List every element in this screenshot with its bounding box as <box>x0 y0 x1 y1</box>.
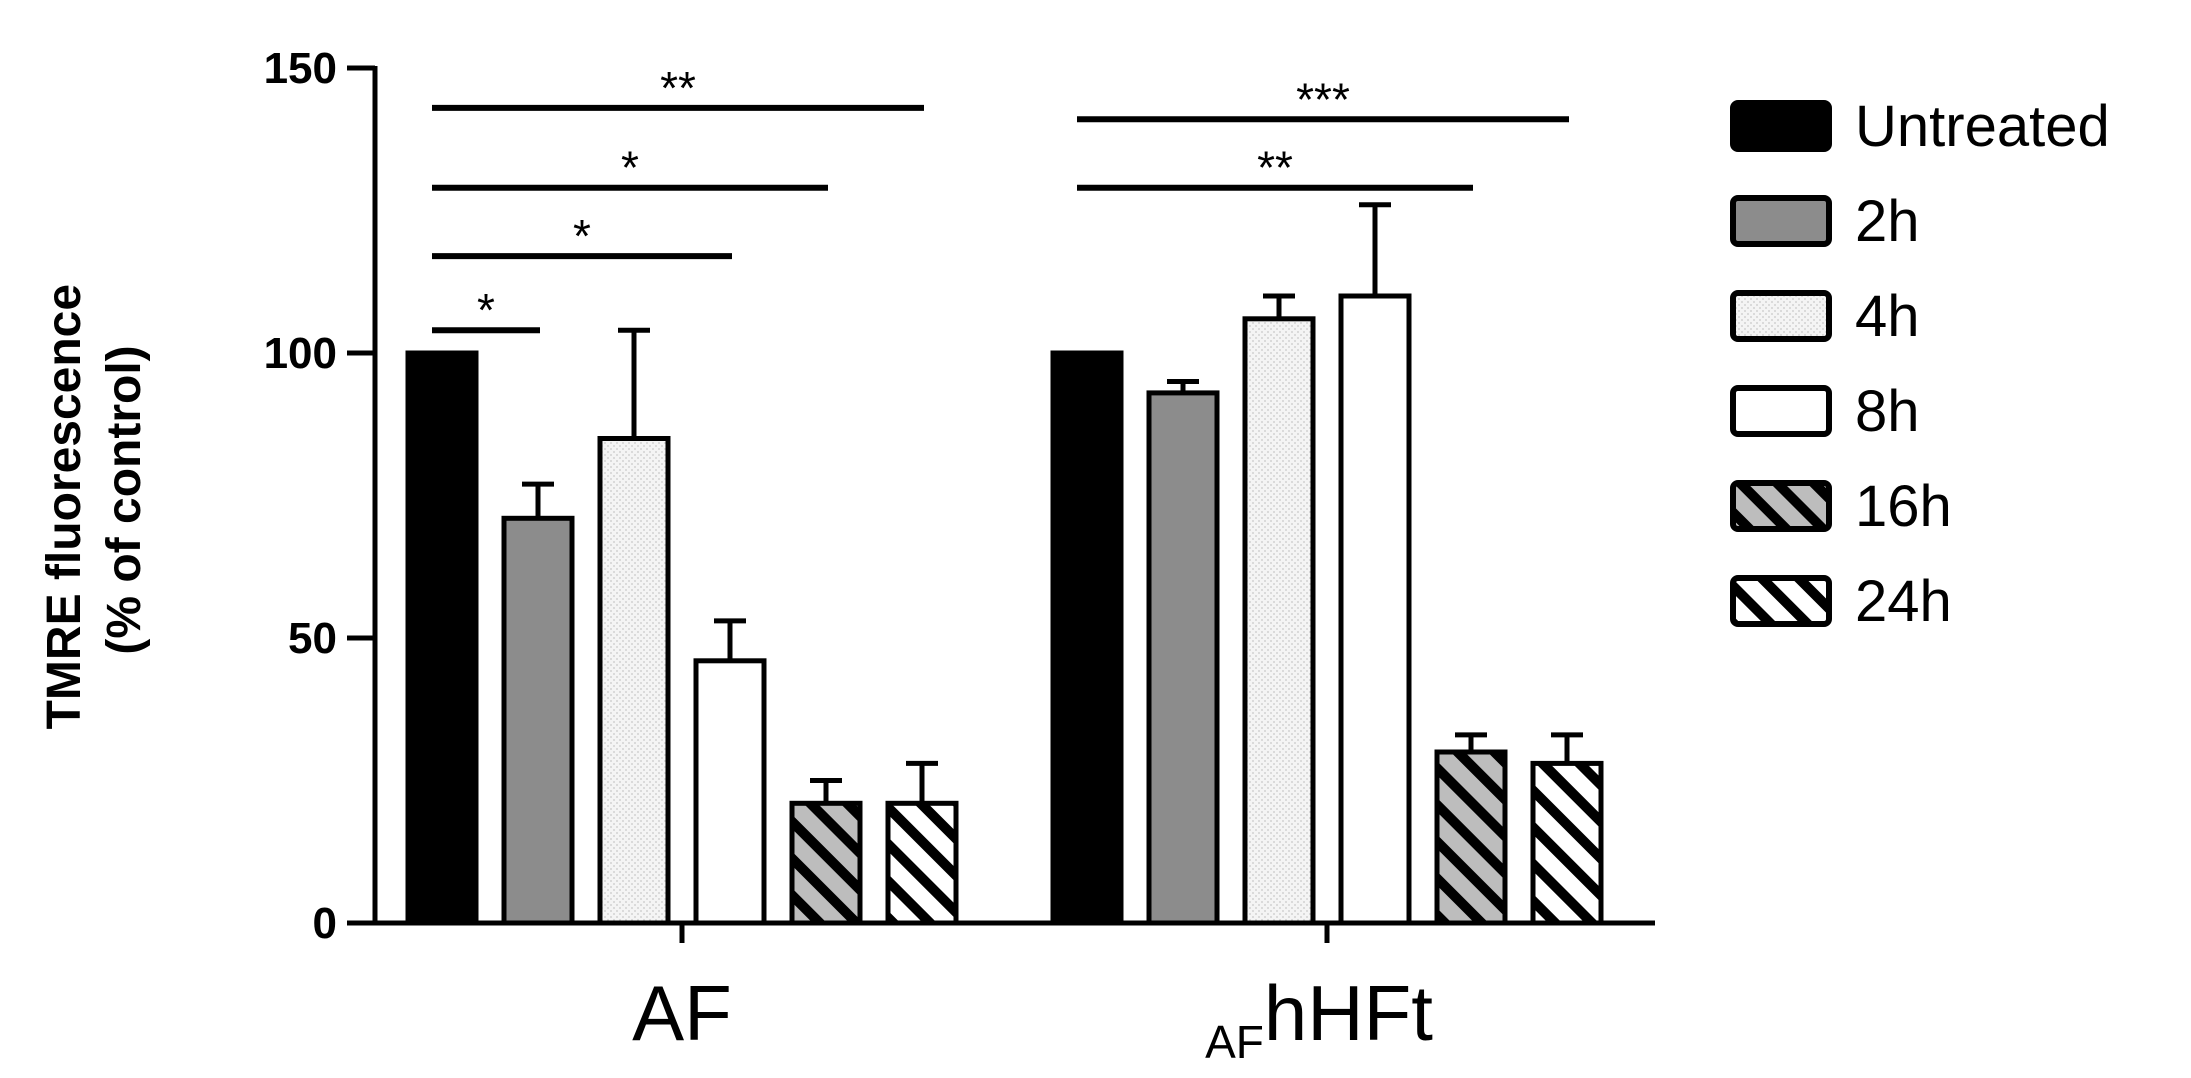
legend-label: 2h <box>1855 189 1920 254</box>
y-axis-title: TMRE fluorescence (% of control) <box>38 271 151 730</box>
bar <box>693 658 767 926</box>
legend-label: 16h <box>1855 474 1952 539</box>
significance-label: * <box>573 210 591 262</box>
legend-label: Untreated <box>1855 94 2110 159</box>
legend-swatch <box>1730 385 1832 437</box>
y-axis: 0 50 100 150 <box>264 44 378 948</box>
legend-swatch <box>1730 195 1832 247</box>
bar <box>1050 350 1124 926</box>
y-tick-label: 100 <box>264 329 337 378</box>
legend-swatch <box>1730 480 1832 532</box>
significance-label: ** <box>660 62 696 114</box>
bar <box>405 350 479 926</box>
x-axis: AF AFhHFt <box>373 920 1655 1068</box>
x-tick-label-prefix: AF <box>1205 1016 1264 1068</box>
bar <box>1242 316 1316 926</box>
legend-swatch <box>1730 290 1832 342</box>
significance-label: * <box>477 284 495 336</box>
bars <box>405 202 1604 926</box>
y-axis-title-line-1: TMRE fluorescence <box>38 284 91 729</box>
y-tick-label: 0 <box>313 899 337 948</box>
y-tick-label: 50 <box>288 614 337 663</box>
y-axis-title-line-2: (% of control) <box>98 345 151 654</box>
legend-label: 4h <box>1855 284 1920 349</box>
bar <box>597 436 671 926</box>
significance-label: * <box>621 142 639 194</box>
legend-label: 8h <box>1855 379 1920 444</box>
legend-swatch <box>1730 100 1832 152</box>
significance-brackets: ********** <box>432 62 1569 336</box>
x-tick-label: AFhHFt <box>1205 969 1433 1068</box>
bar <box>789 800 863 926</box>
bar <box>885 800 959 926</box>
legend: Untreated 2h 4h 8h 16h 24h <box>1730 94 2110 634</box>
x-tick-label-main: hHFt <box>1264 969 1433 1057</box>
bar <box>1434 749 1508 926</box>
bar <box>1338 293 1412 926</box>
significance-label: ** <box>1257 142 1293 194</box>
significance-label: *** <box>1296 73 1350 125</box>
bar <box>501 515 575 926</box>
y-tick-label: 150 <box>264 44 337 93</box>
legend-swatch <box>1730 575 1832 627</box>
legend-label: 24h <box>1855 569 1952 634</box>
x-tick-label: AF <box>632 969 732 1057</box>
bar <box>1530 760 1604 926</box>
bar <box>1146 390 1220 926</box>
